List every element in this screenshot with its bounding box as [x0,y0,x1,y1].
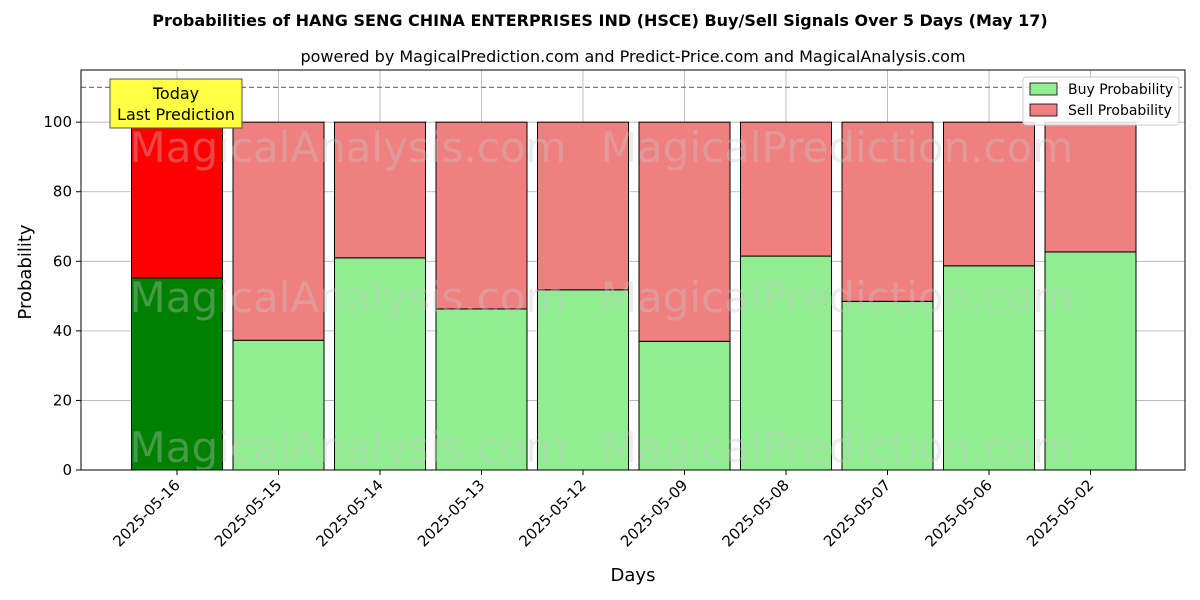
x-axis: 2025-05-16 2025-05-15 2025-05-14 2025-05-13… [109,470,1097,550]
bar-buy-2025-05-07 [841,300,934,471]
bar-buy-2025-05-02 [1044,251,1137,471]
x-tick-label: 2025-05-06 [921,476,995,550]
watermarks: MagicalAnalysis.com MagicalPrediction.com… [130,123,1074,472]
annotation-line-today: Today [152,84,199,103]
y-tick-label: 80 [53,183,72,201]
bar-sell-2025-05-16 [131,121,223,279]
x-axis-label: Days [611,565,656,586]
chart-subtitle: powered by MagicalPrediction.com and Pre… [300,47,965,66]
today-annotation: Today Last Prediction [109,78,243,129]
legend-swatch-buy [1029,82,1058,96]
watermark-text: MagicalPrediction.com [601,273,1074,322]
watermark-text: MagicalPrediction.com [601,423,1074,472]
bars [131,121,1137,471]
watermark-text: MagicalPrediction.com [601,123,1074,172]
legend-swatch-sell [1029,103,1058,117]
y-tick-label: 40 [53,322,72,340]
bar-buy-2025-05-14 [334,257,426,471]
x-tick-label: 2025-05-13 [414,476,488,550]
bar-sell-2025-05-13 [435,121,528,310]
y-tick-label: 100 [43,113,72,131]
bar-sell-2025-05-08 [740,121,832,257]
bar-buy-2025-05-12 [537,289,629,471]
y-tick-label: 20 [53,391,72,409]
bar-buy-2025-05-16 [131,277,223,471]
legend-box [1022,76,1180,126]
bar-sell-2025-05-07 [841,121,934,302]
plot-area-frame [80,69,1186,471]
annotation-line-last-prediction: Last Prediction [117,105,235,124]
chart-title: Probabilities of HANG SENG CHINA ENTERPR… [152,11,1048,30]
x-tick-label: 2025-05-08 [718,476,792,550]
watermark-text: MagicalAnalysis.com [130,423,567,472]
legend-label-sell: Sell Probability [1068,103,1172,119]
x-tick-label: 2025-05-07 [820,476,894,550]
x-tick-label: 2025-05-09 [617,476,691,550]
bar-buy-2025-05-13 [435,308,528,471]
x-tick-label: 2025-05-16 [109,476,183,550]
y-axis-label: Probability [15,224,36,319]
watermark-text: MagicalAnalysis.com [130,123,567,172]
y-tick-label: 60 [53,252,72,270]
bar-buy-2025-05-08 [740,255,832,471]
annotation-box [109,78,243,129]
watermark-text: MagicalAnalysis.com [130,273,567,322]
bar-sell-2025-05-12 [537,121,629,291]
bar-sell-2025-05-02 [1044,121,1137,253]
bar-sell-2025-05-09 [638,121,731,342]
x-tick-label: 2025-05-14 [312,476,386,550]
legend: Buy Probability Sell Probability [1022,76,1180,126]
y-tick-label: 0 [62,461,72,479]
y-axis: 0 20 40 60 80 100 [43,113,81,479]
bar-sell-2025-05-06 [943,121,1035,267]
x-tick-label: 2025-05-12 [515,476,589,550]
bar-buy-2025-05-09 [638,340,731,471]
bar-buy-2025-05-06 [943,265,1035,471]
bar-sell-2025-05-15 [232,121,325,341]
x-tick-label: 2025-05-15 [211,476,285,550]
x-tick-label: 2025-05-02 [1023,476,1097,550]
legend-label-buy: Buy Probability [1068,82,1173,98]
bar-sell-2025-05-14 [334,121,426,259]
